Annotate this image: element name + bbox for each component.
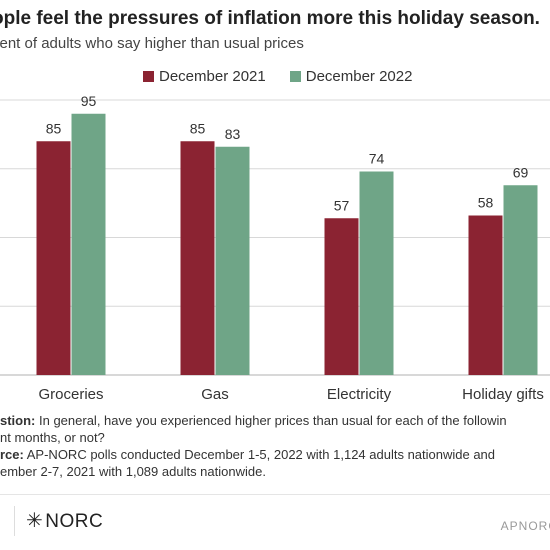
data-label-groceries-2021: 85 <box>46 120 62 136</box>
chart-title: ople feel the pressures of inflation mor… <box>0 8 540 29</box>
x-tick-label-gas: Gas <box>201 386 229 403</box>
x-tick-label-groceries: Groceries <box>38 386 103 403</box>
question-text: In general, have you experienced higher … <box>35 413 507 428</box>
source-text: AP-NORC polls conducted December 1-5, 20… <box>23 447 496 462</box>
source-label: rce: <box>0 447 24 462</box>
legend-swatch-2022 <box>289 71 301 82</box>
bar-gas-2022 <box>215 146 250 375</box>
chart-legend: December 2021 December 2022 <box>143 68 436 85</box>
footnote: stion: In general, have you experienced … <box>0 412 550 480</box>
norc-star-icon: ✳ <box>26 510 44 532</box>
data-label-electricity-2022: 74 <box>369 151 385 167</box>
data-label-holiday-gifts-2022: 69 <box>513 164 529 180</box>
bar-groceries-2022 <box>71 113 106 375</box>
bar-electricity-2022 <box>359 171 394 375</box>
data-label-groceries-2022: 95 <box>81 93 97 109</box>
bar-chart: 85 95 Groceries 85 83 Gas 57 74 Electricity 58 69 H… <box>0 93 550 403</box>
question-label: stion: <box>0 413 36 428</box>
bar-groceries-2021 <box>36 141 71 375</box>
legend-label-2022: December 2022 <box>305 68 413 85</box>
footer-separator <box>14 506 15 536</box>
legend-label-2021: December 2021 <box>159 68 266 85</box>
data-label-holiday-gifts-2021: 58 <box>478 195 494 211</box>
bar-gas-2021 <box>180 141 215 375</box>
norc-logo: ✳ NORC <box>26 508 103 533</box>
bar-holiday-gifts-2021 <box>468 215 503 375</box>
x-tick-label-electricity: Electricity <box>327 386 392 403</box>
data-label-electricity-2021: 57 <box>334 197 350 213</box>
footnote-source-line1: rce: AP-NORC polls conducted December 1-… <box>0 446 550 463</box>
footnote-question-line1: stion: In general, have you experienced … <box>0 412 550 429</box>
x-tick-label-holiday-gifts: Holiday gifts <box>462 386 544 403</box>
footnote-source-line2: ember 2-7, 2021 with 1,089 adults nation… <box>0 464 266 479</box>
legend-item-2021: December 2021 <box>143 68 266 85</box>
chart-subtitle: cent of adults who say higher than usual… <box>0 35 304 52</box>
data-label-gas-2021: 85 <box>190 120 206 136</box>
legend-item-2022: December 2022 <box>289 68 413 85</box>
apnorc-brand: APNORC <box>500 519 550 533</box>
footer-divider <box>0 494 550 495</box>
legend-swatch-2021 <box>143 71 154 82</box>
norc-logo-text: NORC <box>45 511 104 532</box>
data-label-gas-2022: 83 <box>225 126 241 142</box>
bar-holiday-gifts-2022 <box>503 185 538 375</box>
bar-electricity-2021 <box>324 218 359 375</box>
footnote-question-line2: nt months, or not? <box>0 430 105 445</box>
